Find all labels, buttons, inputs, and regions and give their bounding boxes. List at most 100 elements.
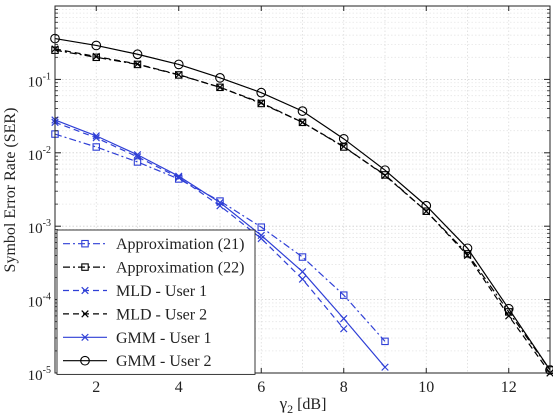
data-point [463, 251, 472, 260]
marker-stroke [81, 333, 89, 342]
legend-entry: GMM - User 1 [63, 330, 212, 347]
data-point [422, 207, 430, 215]
marker-stroke [340, 314, 348, 323]
data-point [173, 59, 184, 70]
data-point [298, 118, 307, 127]
data-point [256, 87, 267, 98]
data-point [175, 71, 183, 79]
data-point [175, 172, 183, 180]
marker-stroke [257, 99, 265, 107]
y-tick-label: 10-1 [28, 71, 51, 90]
marker-stroke [216, 198, 224, 207]
data-point [257, 223, 265, 231]
legend-marker [81, 333, 89, 342]
y-tick-label: 10-5 [28, 365, 51, 384]
marker-stroke [340, 142, 348, 151]
series-line [54, 37, 551, 371]
marker-stroke [92, 52, 100, 61]
marker-stroke [463, 251, 472, 260]
x-tick-label: 8 [340, 379, 348, 396]
marker-stroke [133, 151, 142, 159]
data-point [339, 143, 348, 151]
data-point [297, 106, 308, 116]
legend-marker [80, 355, 90, 366]
legend-marker [81, 286, 89, 295]
series-line [54, 133, 386, 342]
legend-marker [81, 239, 89, 248]
marker-stroke [298, 275, 307, 283]
data-point [92, 132, 100, 140]
data-point [257, 99, 265, 107]
marker-stroke [298, 118, 307, 127]
data-point [175, 70, 183, 79]
plot-frame [54, 5, 551, 374]
x-axis-label-unit: [dB] [293, 396, 326, 413]
legend-entry: GMM - User 2 [63, 353, 212, 370]
y-tick-label: 10-4 [28, 292, 51, 311]
data-point [381, 337, 389, 346]
series-5 [51, 116, 389, 371]
series-layer [50, 33, 553, 377]
marker-stroke [92, 134, 100, 142]
marker-stroke [298, 267, 307, 276]
legend: Approximation (21) Approximation (22) MLD … [56, 229, 256, 375]
legend-label: Approximation (22) [116, 260, 244, 277]
marker-stroke [81, 310, 89, 318]
marker-stroke [133, 60, 142, 68]
data-point [339, 291, 348, 299]
marker-stroke [133, 153, 142, 161]
marker-stroke [175, 172, 183, 180]
legend-marker [81, 310, 89, 318]
data-point [215, 72, 225, 83]
series-4 [51, 45, 553, 377]
legend-label: Approximation (21) [116, 236, 244, 253]
x-tick-label: 4 [175, 379, 183, 396]
legend-label: GMM - User 1 [116, 330, 212, 347]
marker-stroke [81, 286, 89, 295]
data-point [91, 40, 102, 51]
data-point [133, 158, 142, 166]
data-point [380, 165, 390, 176]
legend-entry: Approximation (22) [63, 260, 244, 277]
data-point [421, 200, 432, 211]
data-point [216, 83, 224, 92]
x-axis-label-main: γ [279, 394, 288, 413]
y-tick-label: 10-2 [28, 145, 51, 164]
marker-stroke [381, 171, 389, 180]
data-point [298, 253, 307, 261]
data-point [133, 60, 142, 68]
x-axis-label: γ2 [dB] [279, 394, 327, 415]
marker-stroke [175, 173, 183, 182]
series-3 [51, 118, 348, 333]
x-tick-label: 6 [257, 379, 265, 396]
legend-marker [81, 263, 89, 271]
data-point [216, 198, 224, 207]
marker-stroke [381, 363, 389, 371]
data-point [505, 312, 513, 320]
data-point [257, 234, 265, 243]
y-tick-label: 10-3 [28, 218, 51, 237]
series-line [54, 121, 345, 330]
data-point [133, 153, 142, 161]
data-point [257, 231, 265, 240]
data-point [338, 133, 349, 144]
data-point [340, 314, 348, 323]
marker-stroke [505, 312, 513, 320]
data-point [298, 275, 307, 283]
data-point [381, 363, 389, 371]
x-axis-label-subscript: 2 [287, 402, 293, 415]
legend-entry: Approximation (21) [63, 236, 244, 253]
data-point [92, 52, 100, 61]
tick-layer: 2 4 6 8 10 12 10-5 10-4 10-3 10-2 10-1 [28, 6, 550, 396]
data-point [340, 325, 348, 333]
data-point [340, 142, 348, 151]
data-point [133, 60, 142, 69]
data-point [298, 118, 307, 127]
data-point [133, 151, 142, 159]
data-point [132, 49, 143, 60]
legend-label: GMM - User 2 [116, 353, 212, 370]
legend-label: MLD - User 1 [116, 283, 207, 300]
legend-entry: MLD - User 1 [63, 283, 207, 300]
